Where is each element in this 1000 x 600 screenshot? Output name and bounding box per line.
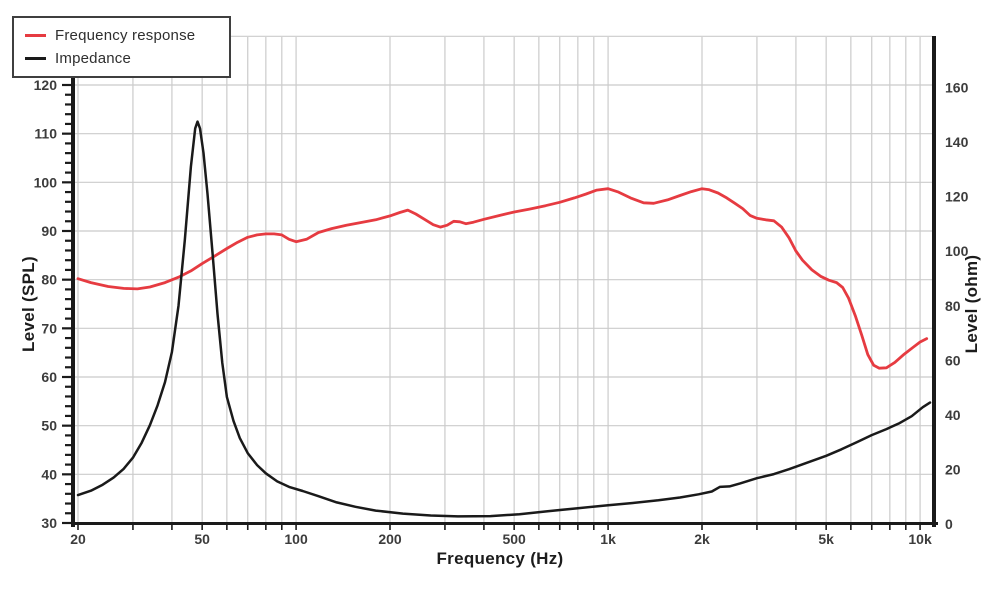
series-impedance xyxy=(76,120,932,518)
x-axis-title: Frequency (Hz) xyxy=(436,549,564,568)
right-axis-spine xyxy=(932,36,936,527)
legend-item-frequency-response: Frequency response xyxy=(22,24,221,47)
x-tick-label: 10k xyxy=(908,531,932,547)
y-left-tick-label: 30 xyxy=(41,515,57,531)
x-tick-label: 1k xyxy=(600,531,616,547)
y-right-tick-label: 20 xyxy=(945,461,961,477)
left-axis-spine xyxy=(71,36,75,527)
x-tick-label: 50 xyxy=(194,531,210,547)
y-left-tick-label: 110 xyxy=(34,126,57,142)
series-frequency-response xyxy=(76,187,929,370)
x-tick-label: 20 xyxy=(70,531,86,547)
legend-label-frequency-response: Frequency response xyxy=(55,27,196,44)
y-right-tick-label: 140 xyxy=(945,134,969,150)
y-left-tick-label: 90 xyxy=(41,223,57,239)
y-left-tick-label: 120 xyxy=(34,77,58,93)
x-tick-label: 5k xyxy=(818,531,834,547)
y-right-tick-label: 160 xyxy=(945,80,969,96)
x-tick-label: 500 xyxy=(502,531,526,547)
y-right-tick-label: 120 xyxy=(945,189,969,205)
x-tick-label: 2k xyxy=(694,531,710,547)
left-axis-title: Level (SPL) xyxy=(19,256,38,352)
legend-swatch-frequency-response xyxy=(25,34,46,37)
axis-layer xyxy=(62,35,938,530)
grid-layer xyxy=(75,35,932,522)
y-left-tick-label: 80 xyxy=(41,272,57,288)
y-right-tick-label: 100 xyxy=(945,243,969,259)
legend-label-impedance: Impedance xyxy=(55,50,132,67)
legend: Frequency response Impedance xyxy=(12,16,231,78)
series-layer xyxy=(76,120,932,518)
bottom-axis-spine xyxy=(71,522,938,525)
y-right-tick-label: 0 xyxy=(945,516,953,532)
y-right-tick-label: 40 xyxy=(945,407,961,423)
y-left-tick-label: 60 xyxy=(41,369,57,385)
y-left-tick-label: 40 xyxy=(41,466,57,482)
y-left-tick-label: 50 xyxy=(41,418,57,434)
tick-label-layer: 120 110 100 90 80 70 60 50 40 30 160 140 120 100 80 60 4… xyxy=(34,77,969,547)
y-right-tick-label: 60 xyxy=(945,352,961,368)
y-left-tick-label: 70 xyxy=(41,320,57,336)
legend-item-impedance: Impedance xyxy=(22,47,221,70)
y-right-tick-label: 80 xyxy=(945,298,961,314)
x-tick-label: 100 xyxy=(284,531,308,547)
y-left-tick-label: 100 xyxy=(34,174,58,190)
legend-swatch-impedance xyxy=(25,57,46,60)
x-tick-label: 200 xyxy=(378,531,402,547)
right-axis-title: Level (ohm) xyxy=(962,254,981,354)
